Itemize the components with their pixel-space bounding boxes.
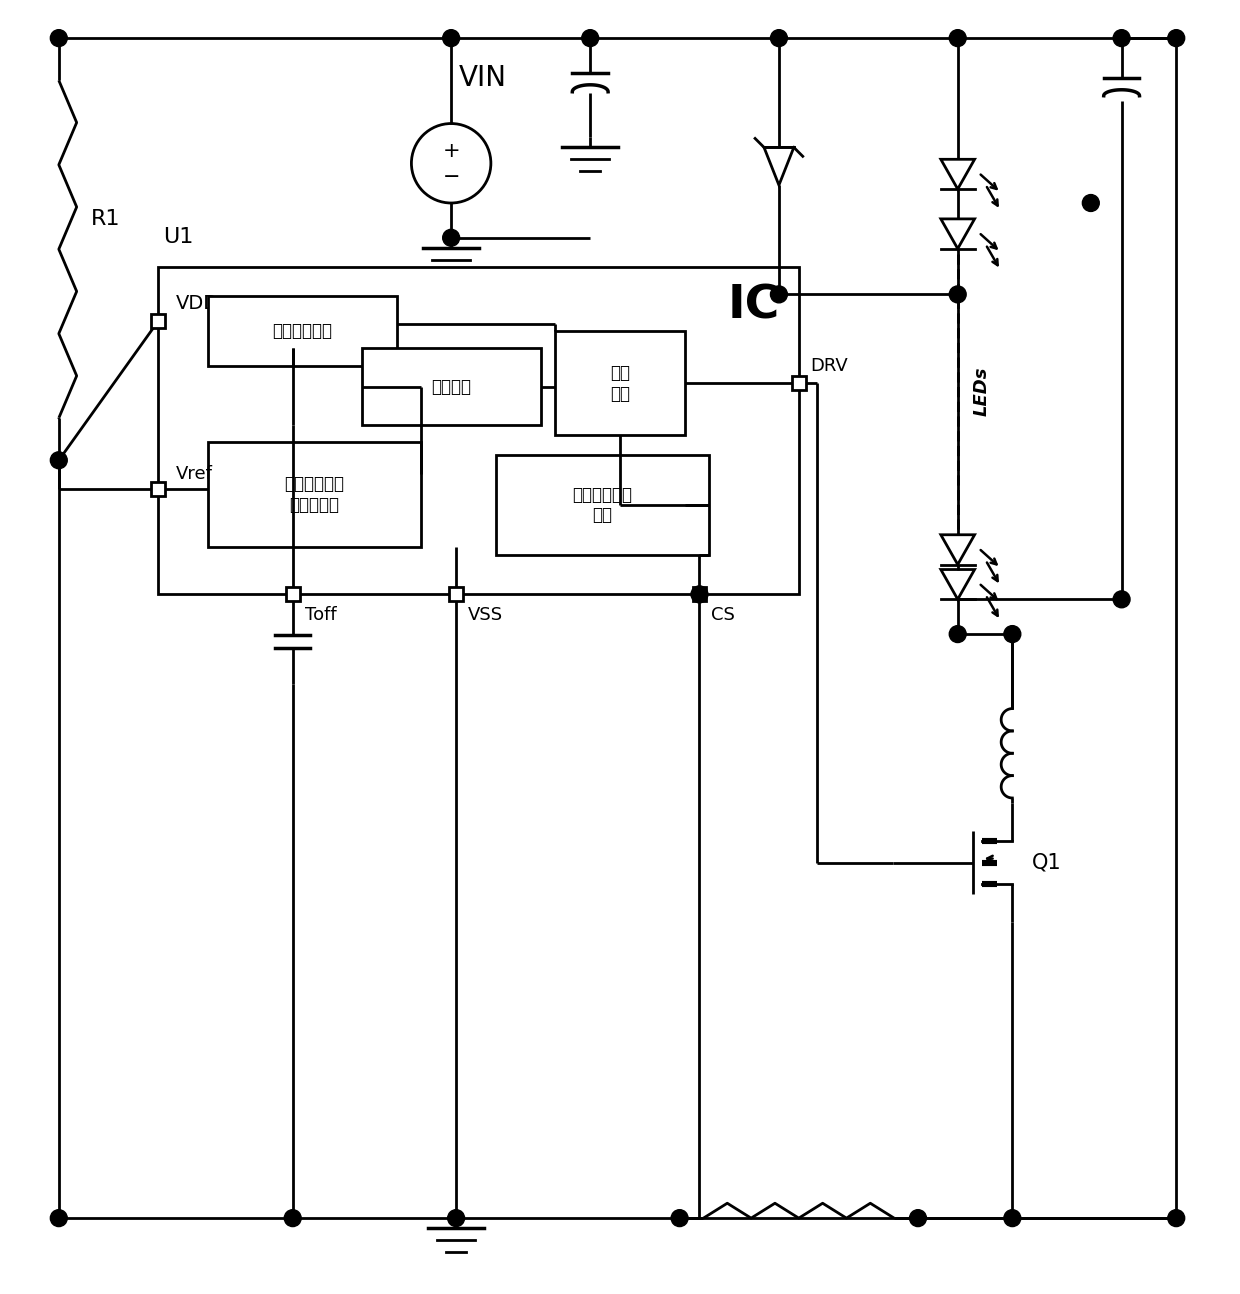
Bar — [208, 296, 397, 366]
Bar — [151, 483, 165, 497]
Circle shape — [950, 286, 966, 303]
Bar — [792, 377, 806, 391]
Bar — [496, 455, 709, 555]
Text: 中间电流比较
及过流保护: 中间电流比较 及过流保护 — [284, 475, 345, 514]
Text: IC: IC — [728, 283, 780, 329]
Bar — [692, 587, 707, 602]
Text: CS: CS — [712, 607, 735, 624]
Circle shape — [448, 1210, 465, 1227]
Circle shape — [51, 1210, 67, 1227]
Text: LEDs: LEDs — [972, 367, 991, 417]
Circle shape — [950, 625, 966, 643]
Text: 逻辑控制: 逻辑控制 — [432, 378, 471, 396]
Bar — [362, 348, 541, 426]
Circle shape — [443, 30, 460, 47]
Circle shape — [1168, 30, 1184, 47]
Text: VSS: VSS — [467, 607, 503, 624]
Circle shape — [443, 229, 460, 246]
Text: U1: U1 — [164, 226, 193, 247]
Circle shape — [284, 1210, 301, 1227]
Circle shape — [582, 30, 599, 47]
Circle shape — [51, 30, 67, 47]
Bar — [556, 331, 684, 436]
Circle shape — [770, 30, 787, 47]
Bar — [208, 443, 422, 546]
Text: VIN: VIN — [459, 63, 507, 92]
Circle shape — [1004, 625, 1021, 643]
Text: 驱动
控制: 驱动 控制 — [610, 364, 630, 402]
Text: −: − — [443, 167, 460, 188]
Circle shape — [51, 452, 67, 468]
Circle shape — [950, 30, 966, 47]
Circle shape — [770, 286, 787, 303]
Text: DRV: DRV — [811, 357, 848, 375]
Text: Vref: Vref — [176, 466, 213, 484]
Circle shape — [1004, 1210, 1021, 1227]
Bar — [159, 267, 799, 594]
Circle shape — [1083, 194, 1099, 211]
Circle shape — [671, 1210, 688, 1227]
Bar — [151, 314, 165, 329]
Text: Toff: Toff — [305, 607, 336, 624]
Text: R1: R1 — [91, 210, 120, 229]
Text: 平均电流评估
电路: 平均电流评估 电路 — [573, 485, 632, 524]
Text: VDD: VDD — [176, 294, 219, 313]
Circle shape — [691, 586, 708, 603]
Circle shape — [1168, 1210, 1184, 1227]
Circle shape — [1114, 30, 1130, 47]
Text: 关断时间设定: 关断时间设定 — [272, 322, 332, 340]
Bar — [449, 587, 463, 602]
Text: +: + — [443, 141, 460, 162]
Circle shape — [1114, 591, 1130, 608]
Bar — [285, 587, 300, 602]
Text: Q1: Q1 — [1032, 853, 1061, 872]
Circle shape — [910, 1210, 926, 1227]
